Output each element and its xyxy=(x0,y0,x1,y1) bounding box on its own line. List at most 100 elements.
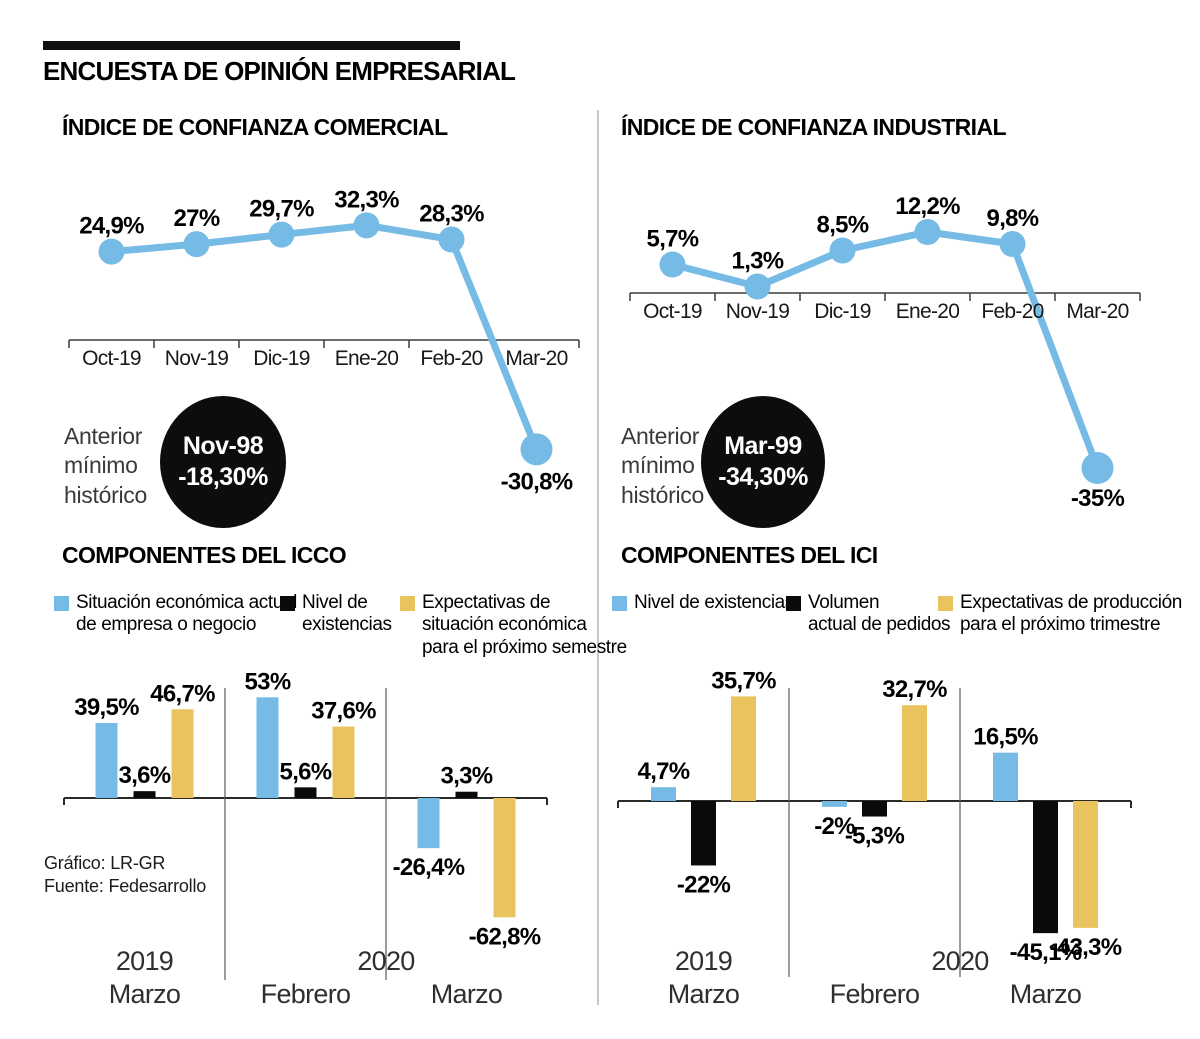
credits: Gráfico: LR-GR Fuente: Fedesarrollo xyxy=(44,852,206,899)
credit-grafico: Gráfico: LR-GR xyxy=(44,853,166,873)
axis-tick-label: Ene-20 xyxy=(335,347,399,370)
value-label: 8,5% xyxy=(817,212,869,239)
value-label: 28,3% xyxy=(419,201,484,228)
bar-Febrero-black xyxy=(294,787,317,798)
bar-value-label: 46,7% xyxy=(150,680,215,707)
value-label: 5,7% xyxy=(647,226,699,253)
bar-Marzo-black xyxy=(1033,801,1058,934)
bar-value-label: 3,3% xyxy=(441,763,493,790)
axis-tick-label: Feb-20 xyxy=(420,347,482,370)
value-label: 12,2% xyxy=(895,193,960,220)
historic-min-badge-right: Mar-99 -34,30% xyxy=(701,396,825,528)
value-label: 24,9% xyxy=(79,213,144,240)
bar-chart-componentes-icco: 39,5% 3,6% 46,7% Marzo 53% 5,6% 37,6% Febrero -2… xyxy=(63,668,548,1009)
chart-title-componentes-ici: COMPONENTES DEL ICI xyxy=(621,542,878,568)
bar-value-label: 53% xyxy=(245,668,291,695)
bar-value-label: -2% xyxy=(814,813,855,840)
legend-swatch-black-icco xyxy=(280,596,295,611)
line-chart-confianza-comercial: 24,9% 27% 29,7% 32,3% 28,3% -30,8% Oct-19 Nov-1… xyxy=(68,186,580,495)
axis-tick-label: Feb-20 xyxy=(981,300,1043,323)
bar-value-label: 39,5% xyxy=(74,694,139,721)
historic-min-badge-left: Nov-98 -18,30% xyxy=(160,396,286,528)
legend-label-black-ici: Volumen actual de pedidos xyxy=(808,592,951,636)
data-point-Oct-19 xyxy=(98,238,125,265)
value-label: -30,8% xyxy=(501,468,573,495)
bar-Marzo-black xyxy=(133,791,156,798)
legend-swatch-yellow-icco xyxy=(400,596,415,611)
bar-value-label: 35,7% xyxy=(711,667,776,694)
group-month-label: Febrero xyxy=(830,979,920,1009)
value-label: 29,7% xyxy=(249,196,314,223)
axis-tick-label: Mar-20 xyxy=(1066,300,1128,323)
bar-Marzo-blue xyxy=(651,787,676,801)
bar-value-label: 3,6% xyxy=(119,762,171,789)
group-month-label: Marzo xyxy=(431,979,503,1009)
value-label: 1,3% xyxy=(732,248,784,275)
value-label: 9,8% xyxy=(987,205,1039,232)
group-month-label: Marzo xyxy=(109,979,181,1009)
bar-Febrero-yellow xyxy=(332,726,355,798)
data-point-Nov-19 xyxy=(744,273,771,300)
bar-Febrero-blue xyxy=(256,697,279,798)
year-label-2019: 2019 xyxy=(675,946,732,976)
bar-value-label: -45,1% xyxy=(1010,939,1082,966)
data-point-Dic-19 xyxy=(268,221,295,248)
legend-label-yellow-ici: Expectativas de producción para el próxi… xyxy=(960,592,1182,636)
bar-value-label: 16,5% xyxy=(973,724,1038,751)
legend-swatch-blue-icco xyxy=(54,596,69,611)
chart-title-confianza-industrial: ÍNDICE DE CONFIANZA INDUSTRIAL xyxy=(621,114,1007,140)
axis-tick-label: Dic-19 xyxy=(253,347,310,370)
group-month-label: Marzo xyxy=(1010,979,1082,1009)
value-label: 32,3% xyxy=(334,186,399,213)
annotation-label-left: Anterior mínimo histórico xyxy=(64,423,147,508)
data-point-Ene-20 xyxy=(914,219,941,245)
legend-swatch-black-ici xyxy=(786,596,801,611)
bar-Marzo-yellow xyxy=(1073,801,1098,928)
data-point-Oct-19 xyxy=(659,251,686,278)
data-point-Mar-20 xyxy=(520,433,553,466)
data-point-Feb-20 xyxy=(438,226,465,253)
bar-value-label: -5,3% xyxy=(845,823,905,850)
bar-value-label: 32,7% xyxy=(882,676,947,703)
bar-value-label: -43,3% xyxy=(1050,934,1122,961)
chart-title-componentes-icco: COMPONENTES DEL ICCO xyxy=(62,542,347,568)
bar-Marzo-yellow xyxy=(493,798,516,918)
badge-period-right: Mar-99 xyxy=(724,431,802,460)
year-label-2020: 2020 xyxy=(357,946,414,976)
trend-line xyxy=(669,228,1101,472)
badge-value-left: -18,30% xyxy=(178,463,268,491)
data-point-Dic-19 xyxy=(829,237,856,264)
bar-Marzo-yellow xyxy=(731,696,756,801)
data-point-Mar-20 xyxy=(1081,452,1114,484)
title-rule xyxy=(43,41,460,50)
credit-fuente: Fuente: Fedesarrollo xyxy=(44,876,207,897)
bar-Marzo-blue xyxy=(417,798,440,849)
group-month-label: Marzo xyxy=(668,979,740,1009)
group-month-label: Febrero xyxy=(261,979,351,1009)
axis-tick-label: Dic-19 xyxy=(814,300,871,323)
bar-value-label: 4,7% xyxy=(638,758,690,785)
bar-Marzo-blue xyxy=(95,722,118,798)
axis-tick-label: Ene-20 xyxy=(896,300,960,323)
legend-swatch-yellow-ici xyxy=(938,596,953,611)
line-chart-confianza-industrial: 5,7% 1,3% 8,5% 12,2% 9,8% -35% Oct-19 Nov-19 Dic… xyxy=(629,193,1141,512)
bar-Febrero-yellow xyxy=(902,705,927,801)
bar-Marzo-blue xyxy=(993,752,1018,801)
bar-value-label: -26,4% xyxy=(393,854,465,881)
bar-Marzo-yellow xyxy=(171,709,194,798)
bar-chart-componentes-ici: 4,7% -22% 35,7% Marzo -2%-5,3% 32,7% Febrero 16… xyxy=(617,667,1132,1009)
bar-Febrero-blue xyxy=(822,801,847,807)
data-point-Nov-19 xyxy=(183,231,210,258)
legend-swatch-blue-ici xyxy=(612,596,627,611)
bar-Febrero-black xyxy=(862,801,887,817)
data-point-Feb-20 xyxy=(999,231,1026,257)
column-divider xyxy=(597,110,599,1005)
legend-label-blue-ici: Nivel de existencias xyxy=(634,592,794,613)
badge-value-right: -34,30% xyxy=(718,463,808,491)
axis-tick-label: Nov-19 xyxy=(165,347,229,370)
axis-tick-label: Mar-20 xyxy=(505,347,567,370)
axis-tick-label: Nov-19 xyxy=(726,300,790,323)
bar-value-label: -62,8% xyxy=(469,923,541,950)
page-title: ENCUESTA DE OPINIÓN EMPRESARIAL xyxy=(43,56,516,86)
